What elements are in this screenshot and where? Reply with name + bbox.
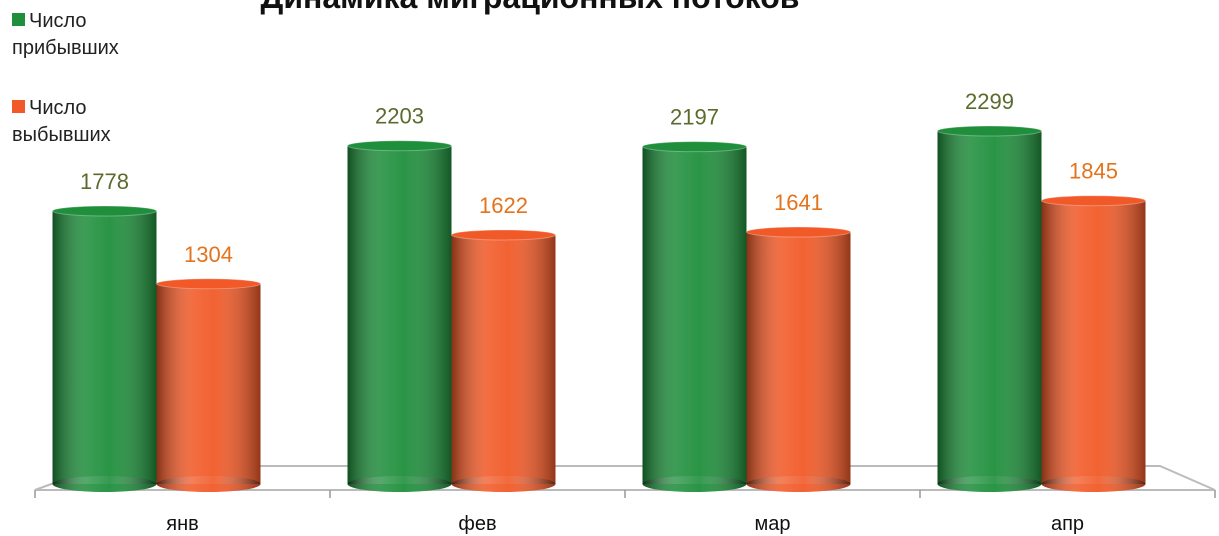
data-label: 1641	[774, 190, 823, 215]
legend-item: Число прибывших	[12, 8, 172, 62]
bar-bottom-shade	[642, 476, 747, 492]
data-label: 1845	[1069, 159, 1118, 184]
legend-swatch	[12, 13, 25, 26]
legend-item: Число выбывших	[12, 95, 172, 149]
data-label: 1622	[479, 193, 528, 218]
data-label: 2203	[375, 104, 424, 129]
data-label: 1304	[184, 242, 233, 267]
bar-shade	[1041, 200, 1146, 484]
bar-shade	[347, 145, 452, 484]
bar-cap	[642, 141, 747, 153]
data-label: 1778	[80, 169, 129, 194]
bar-bottom-shade	[347, 476, 452, 492]
legend-swatch	[12, 100, 25, 113]
legend-label: Число прибывших	[12, 10, 119, 59]
bar-shade	[451, 234, 556, 484]
bar-shade	[52, 210, 157, 484]
bar-shade	[937, 131, 1042, 484]
x-tick-label: мар	[755, 513, 791, 535]
data-label: 2299	[965, 89, 1014, 114]
bar-cap	[746, 226, 851, 238]
bar-bottom-shade	[1041, 476, 1146, 492]
bar-cap	[52, 205, 157, 217]
bar-bottom-shade	[156, 476, 261, 492]
bar-bottom-shade	[746, 476, 851, 492]
bar-cap	[451, 229, 556, 241]
bar-bottom-shade	[937, 476, 1042, 492]
chart-title: Динамика миграционных потоков	[261, 0, 800, 15]
x-tick-label: апр	[1051, 513, 1084, 535]
bar-shade	[156, 283, 261, 484]
bar-shade	[642, 146, 747, 484]
bar-bottom-shade	[52, 476, 157, 492]
bar-shade	[746, 232, 851, 484]
bar-cap	[1041, 195, 1146, 207]
bar-cap	[937, 125, 1042, 137]
bar-cap	[347, 140, 452, 152]
legend-label: Число выбывших	[12, 97, 111, 146]
bar-bottom-shade	[451, 476, 556, 492]
x-tick-label: фев	[458, 513, 496, 535]
data-label: 2197	[670, 105, 719, 130]
bar-cap	[156, 278, 261, 290]
x-tick-label: янв	[166, 513, 199, 535]
